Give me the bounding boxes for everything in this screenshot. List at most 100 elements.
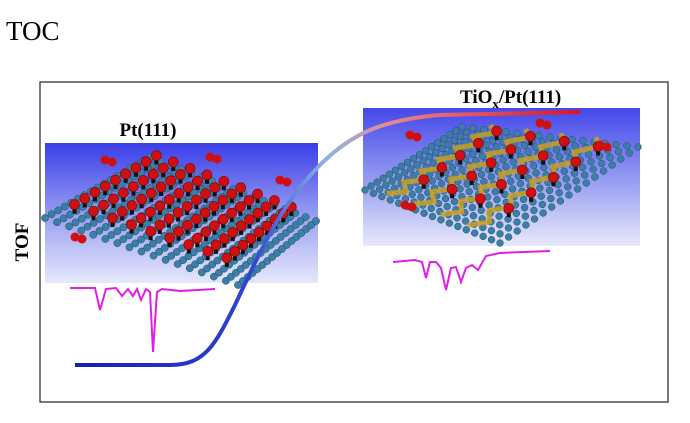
pt-atom [89, 230, 98, 239]
o-atom [227, 226, 239, 238]
pt-atom [101, 235, 110, 243]
o-atom [116, 206, 128, 218]
o-atom [496, 179, 507, 190]
pt-atom [173, 260, 182, 268]
pt-atom [59, 214, 68, 223]
pt-atom [172, 248, 181, 256]
o-atom [252, 207, 264, 219]
pt-atom [512, 209, 520, 218]
pt-atom [210, 272, 218, 281]
o-atom [485, 157, 497, 169]
pt-atom [428, 212, 437, 221]
pt-atom [417, 193, 425, 202]
pt-atom [232, 268, 240, 277]
pt-atom [453, 214, 461, 222]
gas-molecule [77, 234, 87, 244]
o-atom [229, 246, 241, 257]
pt-atom [496, 239, 504, 247]
pt-atom [291, 221, 300, 229]
pt-atom [155, 247, 164, 256]
pt-atom [507, 177, 515, 185]
pt-atom [504, 224, 513, 232]
right-panel-label: TiOx/Pt(111) [460, 87, 561, 111]
tiox-chain [467, 136, 603, 228]
o-atom [269, 195, 280, 206]
o-atom [184, 163, 196, 174]
pt-atom [555, 189, 563, 197]
pt-atom [608, 161, 616, 169]
pt-atom [113, 239, 122, 247]
pt-atom [599, 167, 608, 175]
pt-atom [65, 222, 73, 231]
o-atom [154, 219, 166, 231]
pt-atom [488, 137, 497, 145]
pt-atom [185, 264, 194, 273]
pt-atom [461, 217, 470, 225]
pt-atom [562, 175, 570, 183]
pt-atom [537, 192, 545, 200]
o-atom [202, 245, 214, 257]
pt-atom [89, 219, 98, 227]
o-atom [209, 220, 220, 231]
pt-atom [191, 260, 199, 269]
pt-atom [409, 154, 418, 163]
gas-molecule [100, 155, 110, 165]
o-atom [182, 181, 194, 193]
pt-atom [539, 209, 547, 217]
pt-atom [456, 132, 465, 141]
pt-atom [149, 239, 157, 248]
pt-atom [149, 251, 158, 260]
o-atom [525, 130, 536, 142]
pt-atom [532, 169, 540, 177]
pt-atom [623, 142, 631, 150]
pt-atom [429, 159, 437, 167]
o-atom [517, 164, 528, 176]
pt-atom [456, 185, 464, 193]
pt-atom [413, 161, 421, 169]
pt-atom [77, 214, 86, 223]
gas-molecule [282, 177, 292, 187]
o-atom [505, 144, 517, 155]
pt-atom [491, 188, 500, 196]
gas-molecule [542, 120, 552, 130]
o-atom [446, 183, 458, 195]
pt-atom [502, 128, 510, 136]
gas-molecule [595, 140, 605, 150]
pt-atom [386, 196, 394, 204]
o-atom [210, 239, 222, 251]
pt-atom [509, 158, 517, 166]
pt-atom [579, 163, 587, 172]
o-atom [503, 202, 515, 214]
pt-atom [471, 229, 479, 237]
o-atom [135, 213, 147, 224]
o-atom [200, 188, 211, 200]
pt-atom [95, 227, 104, 235]
o-atom [244, 214, 255, 225]
pt-atom [408, 190, 416, 198]
pt-atom [597, 159, 606, 168]
pt-atom [535, 132, 543, 140]
pt-atom [589, 165, 597, 173]
pt-atom [385, 170, 393, 178]
pt-atom [487, 226, 496, 235]
pt-atom [462, 226, 470, 234]
o-atom [148, 168, 159, 180]
pt-atom [448, 163, 457, 172]
o-atom [199, 207, 211, 219]
o-atom [218, 175, 230, 187]
pt-atom [125, 243, 134, 252]
pt-atom [516, 179, 525, 188]
pt-atom [524, 148, 532, 156]
pt-atom [440, 135, 448, 143]
pt-atom [520, 204, 529, 212]
o-atom [245, 233, 257, 245]
pt-atom [197, 268, 206, 277]
pt-atom [468, 203, 477, 212]
pt-atom [454, 222, 462, 231]
pt-atom [499, 156, 507, 164]
pt-atom [215, 268, 223, 277]
pt-atom [208, 260, 217, 269]
tof-curve [75, 110, 581, 367]
pt-atom [369, 189, 378, 197]
o-atom [98, 199, 109, 211]
